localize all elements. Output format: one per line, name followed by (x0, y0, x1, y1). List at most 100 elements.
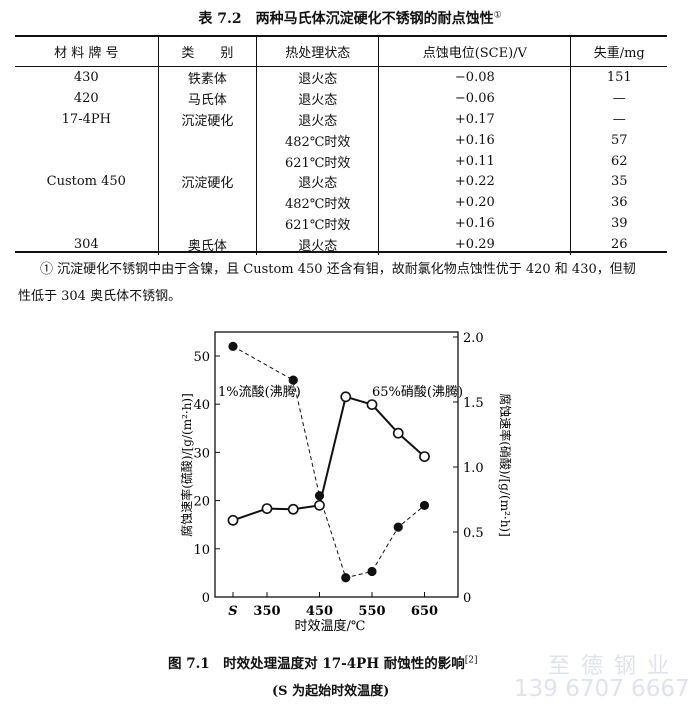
table-row: 420 马氏体 退火态 −0.06— (15, 87, 667, 109)
data-point (367, 566, 377, 577)
series-line-1 (232, 395, 426, 522)
y-tick-label: 10 (193, 543, 210, 558)
cell-treatment: 退火态 (256, 108, 379, 130)
series-label-nitric: 65%硝酸(沸腾) (372, 384, 463, 400)
cell-category (157, 129, 257, 151)
cell-treatment: 621℃时效 (256, 213, 379, 235)
footnote-line-2: 性低于 304 奥氏体不锈钢。 (18, 289, 182, 304)
y-tick-label: 50 (193, 350, 210, 365)
data-point (288, 375, 298, 385)
figure-caption-text: 图 7.1 时效处理温度对 17-4PH 耐蚀性的影响 (168, 656, 465, 672)
table-top-rule (15, 35, 667, 37)
y2-tick-label: 0.5 (463, 526, 484, 541)
y2-axis-label: 腐蚀速率(硝酸)/[g/(m²·h)] (498, 393, 513, 537)
y2-tick-label: 1.5 (463, 396, 484, 411)
x-tick-label: 550 (358, 604, 385, 619)
y-tick-label: 30 (193, 446, 210, 461)
figure-caption-ref: [2] (464, 655, 478, 666)
cell-category: 沉淀硬化 (157, 171, 257, 193)
header-category: 类 别 (157, 37, 257, 67)
data-point (341, 573, 351, 583)
y2-tick-label: 1.0 (463, 461, 484, 476)
data-point (314, 499, 325, 511)
cell-weight-loss: 26 (570, 234, 667, 256)
header-treatment: 热处理状态 (256, 37, 379, 67)
cell-category: 铁素体 (157, 66, 257, 88)
cell-grade: 420 (73, 90, 99, 106)
data-point (287, 503, 299, 515)
series-line-0 (232, 345, 425, 579)
cell-category: 沉淀硬化 (157, 108, 257, 130)
plot-frame (214, 331, 459, 598)
cell-treatment: 退火态 (256, 66, 379, 88)
cell-potential: +0.29 (378, 234, 571, 256)
y2-tick-label: 2.0 (463, 331, 484, 346)
watermark-phone: 139 6707 6667 (514, 676, 690, 702)
table-header-row: 材 料 牌 号 类 别 热处理状态 点蚀电位(SCE)/V 失重/mg (15, 37, 667, 67)
cell-weight-loss: 57 (570, 129, 667, 151)
cell-potential: +0.16 (378, 129, 571, 151)
data-point (366, 399, 378, 410)
cell-potential: +0.11 (378, 150, 571, 172)
cell-potential: +0.16 (378, 213, 571, 235)
y-tick-label: 40 (193, 398, 210, 413)
table-bottom-rule (15, 251, 667, 253)
table-row: 430 铁素体 退火态 −0.08 151 (15, 66, 667, 88)
data-point (393, 522, 403, 532)
table-row: 482℃时效 +0.16 57 (15, 129, 667, 151)
table-title-text: 表 7.2 两种马氏体沉淀硬化不锈钢的耐点蚀性 (198, 11, 494, 27)
cell-treatment: 482℃时效 (256, 192, 379, 214)
pitting-table: 材 料 牌 号 类 别 热处理状态 点蚀电位(SCE)/V 失重/mg 430 铁… (15, 37, 667, 256)
y-tick-label: 20 (193, 495, 210, 510)
figure-caption: 图 7.1 时效处理温度对 17-4PH 耐蚀性的影响[2] (168, 652, 478, 673)
cell-category: 奥氏体 (157, 234, 257, 256)
cell-treatment: 退火态 (256, 87, 379, 109)
data-point (419, 451, 430, 462)
table-row: 621℃时效 +0.16 39 (15, 213, 667, 235)
data-point (340, 391, 352, 403)
cell-category: 马氏体 (157, 87, 257, 109)
header-grade: 材 料 牌 号 (15, 37, 159, 67)
cell-grade: 304 (73, 237, 99, 253)
table-row: 482℃时效 +0.20 36 (15, 192, 667, 214)
y-tick-label: 0 (202, 591, 210, 606)
x-axis-label: 时效温度/℃ (295, 618, 366, 634)
table-row: Custom 450 沉淀硬化 退火态 +0.22 35 (15, 171, 667, 193)
y2-tick-label: 0 (463, 591, 471, 606)
watermark-company: 至 德 钢 业 (548, 654, 671, 679)
data-point (228, 341, 238, 351)
cell-treatment: 退火态 (256, 234, 379, 256)
header-weight-loss: 失重/mg (570, 37, 667, 67)
x-tick-label: 650 (411, 604, 438, 619)
table-footnote: ① 沉淀硬化不锈钢中由于含镍，且 Custom 450 还含有钼，故耐氯化物点蚀… (18, 256, 668, 310)
cell-grade: 430 (73, 69, 99, 85)
cell-treatment: 621℃时效 (256, 150, 379, 172)
figure-subcaption: (S 为起始时效温度) (272, 684, 390, 699)
series-label-sulfuric: 1%流酸(沸腾) (218, 384, 301, 400)
table-row: 621℃时效 +0.11 62 (15, 150, 667, 172)
x-tick-label: 350 (253, 604, 280, 619)
cell-potential: +0.22 (378, 171, 571, 193)
cell-grade: 17-4PH (61, 111, 111, 127)
cell-potential: +0.17 (378, 108, 571, 130)
cell-weight-loss: 36 (570, 192, 667, 214)
table-title-note: ① (493, 10, 502, 21)
cell-weight-loss: 151 (570, 66, 667, 88)
data-point (227, 514, 239, 526)
cell-potential: −0.08 (378, 66, 571, 88)
x-tick-label: 450 (306, 604, 333, 619)
cell-treatment: 482℃时效 (256, 129, 379, 151)
table-row: 17-4PH 沉淀硬化 退火态 +0.17— (15, 108, 667, 130)
table-row: 304 奥氏体 退火态 +0.29 26 (15, 234, 667, 256)
y-axis-label: 腐蚀速率(硫酸)/[g/(m²·h)] (179, 393, 194, 537)
cell-potential: −0.06 (378, 87, 571, 109)
cell-category (157, 150, 257, 172)
footnote-line-1: ① 沉淀硬化不锈钢中由于含镍，且 Custom 450 还含有钼，故耐氯化物点蚀… (40, 262, 636, 277)
cell-weight-loss: 62 (570, 150, 667, 172)
cell-potential: +0.20 (378, 192, 571, 214)
x-tick-label: S (228, 604, 237, 619)
cell-treatment: 退火态 (256, 171, 379, 193)
data-point (392, 427, 404, 439)
